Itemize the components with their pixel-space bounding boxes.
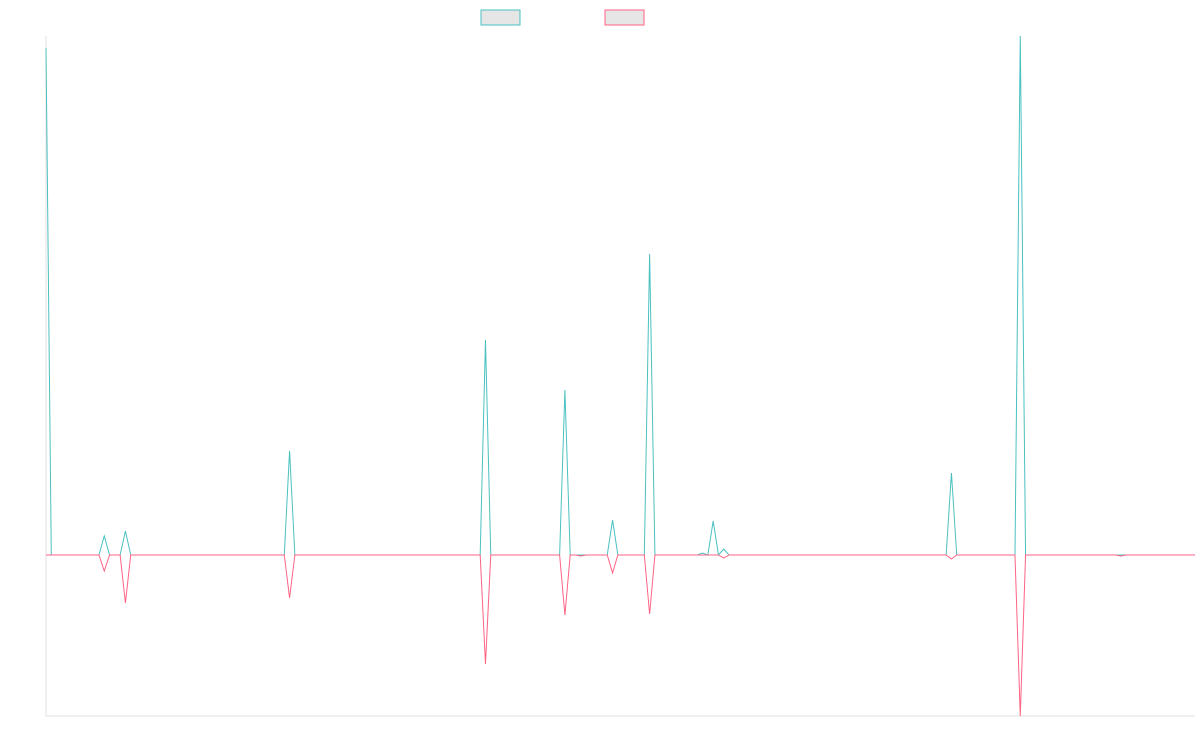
legend-swatch	[604, 9, 645, 26]
series-line	[46, 554, 1195, 717]
legend-swatch	[480, 9, 521, 26]
series-line	[45, 35, 1195, 557]
